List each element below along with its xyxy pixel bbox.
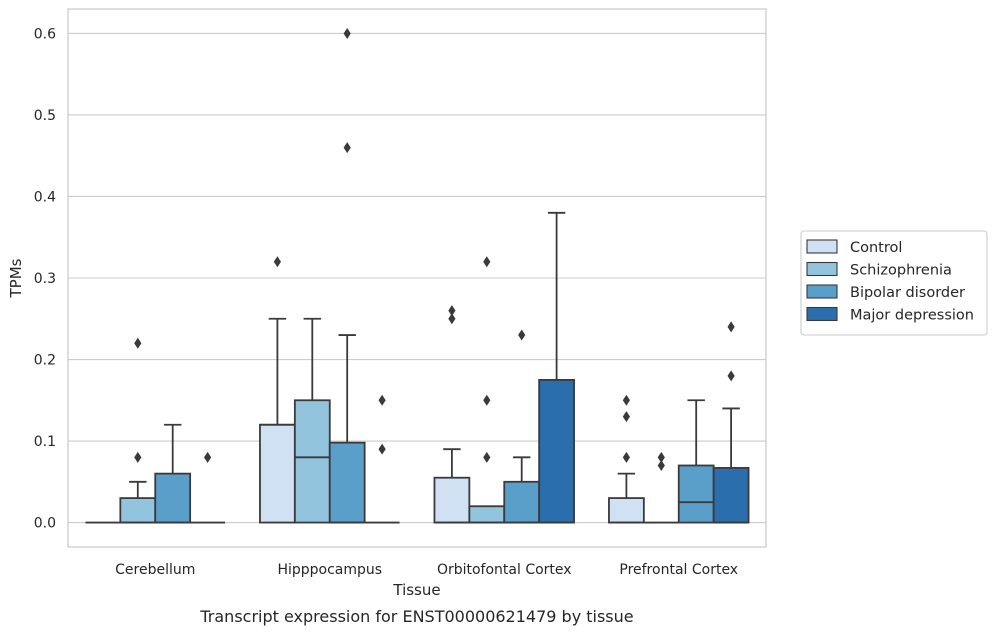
box-0-3 [190, 451, 226, 524]
outlier-point [657, 451, 665, 463]
outlier-point [483, 256, 491, 268]
outlier-point [204, 451, 212, 463]
box-3-0 [608, 394, 645, 524]
box-2-3 [538, 211, 575, 524]
outlier-point [343, 142, 351, 154]
legend-label: Schizophrenia [850, 263, 952, 279]
figure-caption: Transcript expression for ENST0000062147… [199, 607, 633, 626]
outlier-point [483, 394, 491, 406]
box-body [119, 497, 157, 524]
outlier-point [134, 337, 142, 349]
outlier-point [378, 443, 386, 455]
box-0-2 [154, 423, 192, 524]
legend-label: Control [850, 240, 902, 256]
box-1-3 [364, 394, 400, 524]
y-tick-label: 0.6 [34, 26, 56, 42]
box-body [677, 464, 715, 524]
outlier-point [448, 305, 456, 317]
box-body [468, 505, 506, 524]
y-tick-label: 0.1 [34, 434, 56, 450]
y-tick-label: 0.2 [34, 353, 56, 369]
outlier-point [378, 394, 386, 406]
legend-swatch [806, 306, 838, 322]
x-axis-title: Tissue [392, 581, 440, 599]
x-tick-label: Prefrontal Cortex [619, 562, 738, 578]
legend-swatch [806, 284, 838, 299]
box-body [328, 441, 366, 524]
box-body [538, 378, 575, 524]
y-tick-label: 0.5 [34, 108, 56, 124]
y-axis-ticks: 0.0 0.1 0.2 0.3 0.4 0.5 0.6 [34, 26, 56, 531]
legend-item: Bipolar disorder [806, 284, 965, 301]
outlier-point [134, 451, 142, 463]
outlier-point [727, 321, 735, 333]
box-body [712, 467, 750, 524]
y-axis-title: TPMs [7, 258, 25, 298]
outlier-point [657, 459, 665, 471]
box-2-0 [433, 305, 471, 524]
legend-frame [800, 230, 988, 336]
outlier-point [483, 451, 491, 463]
box-3-1 [643, 451, 679, 524]
y-tick-label: 0.4 [34, 189, 56, 205]
box-1-1 [293, 317, 331, 524]
box-body [433, 476, 471, 524]
outlier-point [727, 370, 735, 382]
legend-item: Control [806, 239, 902, 256]
plot-frame [67, 8, 767, 548]
outlier-point [518, 329, 526, 341]
outlier-point [622, 411, 630, 423]
box-plots [85, 27, 750, 524]
outlier-point [622, 394, 630, 406]
legend-swatch [806, 239, 838, 254]
legend-item: Schizophrenia [806, 261, 952, 279]
y-tick-label: 0.3 [34, 271, 56, 287]
outlier-point [273, 256, 281, 268]
box-body [293, 399, 331, 524]
box-body [259, 423, 296, 524]
box-body [503, 480, 541, 524]
legend-item: Major depression [806, 306, 974, 324]
legend-swatch [806, 261, 838, 277]
legend-label: Bipolar disorder [850, 285, 965, 301]
box-body [154, 472, 192, 524]
box-body [608, 497, 645, 524]
box-0-1 [119, 337, 157, 524]
y-tick-label: 0.0 [34, 516, 56, 532]
x-tick-label: Cerebellum [115, 562, 195, 578]
x-tick-label: Hipppocampus [277, 562, 382, 578]
outlier-point [343, 27, 351, 39]
legend-label: Major depression [850, 308, 974, 324]
box-1-2 [328, 27, 366, 524]
outlier-point [622, 451, 630, 463]
box-2-2 [503, 329, 541, 524]
box-2-1 [468, 256, 506, 524]
legend: Control Schizophrenia Bipolar disorder Majo… [800, 230, 988, 336]
box-3-3 [712, 321, 750, 524]
outlier-point [448, 313, 456, 325]
x-tick-label: Orbitofontal Cortex [437, 562, 572, 578]
x-axis-ticks: Cerebellum Hipppocampus Orbitofontal Corte… [115, 562, 738, 578]
